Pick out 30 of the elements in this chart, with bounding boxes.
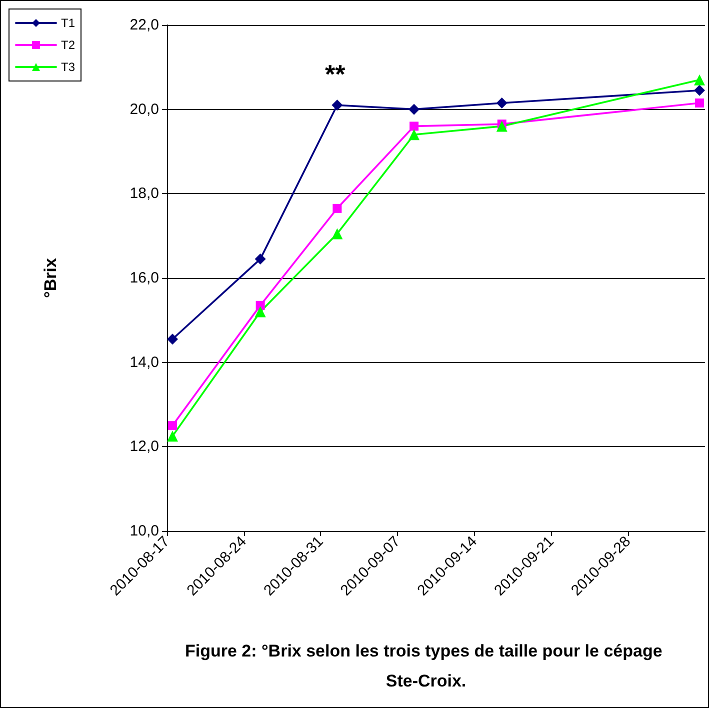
text: Figure 2: °Brix selon les trois types de taille pour le cépage Ste-Croix. [184,642,668,690]
y-tick-label: 18,0 [130,185,159,202]
point [410,122,419,131]
point [496,120,508,132]
point [254,306,266,318]
point [695,98,704,108]
point [254,254,266,265]
annotation: ** [325,59,346,89]
legend-label: T1 [61,16,76,30]
point [694,74,706,86]
y-tick-label: 14,0 [130,354,159,371]
y-tick-label: 22,0 [130,16,159,34]
legend-label: T2 [61,38,76,52]
y-tick-label: 20,0 [130,100,159,118]
point [166,430,178,442]
point [408,104,420,115]
point [332,100,343,111]
point [694,84,706,96]
point [256,300,265,310]
y-tick-label: 12,0 [130,438,159,456]
point [496,98,508,109]
y-tick-label: 10,0 [130,522,159,540]
point [408,129,420,140]
point [332,228,343,240]
point [168,421,177,430]
y-tick-label: 16,0 [130,270,159,286]
y-axis-title: °Brix [41,258,60,298]
point [332,204,342,213]
legend-label: T3 [61,60,76,74]
point [166,334,178,345]
